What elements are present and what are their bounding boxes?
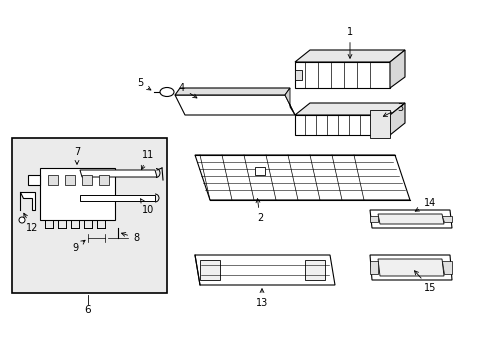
Text: 7: 7 [74, 147, 80, 164]
Text: 14: 14 [414, 198, 435, 211]
Polygon shape [200, 260, 220, 280]
Polygon shape [20, 192, 35, 210]
FancyBboxPatch shape [12, 138, 167, 293]
Polygon shape [175, 88, 289, 95]
Polygon shape [294, 70, 302, 80]
Polygon shape [294, 62, 389, 88]
Polygon shape [80, 195, 155, 201]
Text: 11: 11 [141, 150, 154, 170]
Text: 12: 12 [24, 213, 38, 233]
Polygon shape [65, 175, 75, 185]
Polygon shape [369, 261, 377, 274]
Polygon shape [377, 214, 443, 224]
Polygon shape [389, 50, 404, 88]
Text: 8: 8 [122, 233, 139, 243]
Polygon shape [40, 168, 115, 220]
Polygon shape [369, 110, 389, 138]
Polygon shape [369, 216, 377, 222]
Text: 2: 2 [256, 199, 263, 223]
Polygon shape [48, 175, 58, 185]
Text: 5: 5 [137, 78, 151, 90]
Polygon shape [369, 210, 451, 228]
Polygon shape [80, 170, 157, 177]
Polygon shape [369, 255, 451, 280]
Text: 13: 13 [255, 289, 267, 308]
Polygon shape [441, 216, 451, 222]
Text: 3: 3 [383, 103, 402, 116]
Polygon shape [377, 259, 443, 276]
Text: 1: 1 [346, 27, 352, 58]
Ellipse shape [160, 87, 174, 96]
Polygon shape [254, 167, 264, 175]
Text: 10: 10 [140, 199, 154, 215]
Polygon shape [305, 260, 325, 280]
Polygon shape [82, 175, 92, 185]
Text: 6: 6 [84, 305, 91, 315]
Text: 15: 15 [414, 271, 435, 293]
Polygon shape [195, 255, 334, 285]
Polygon shape [294, 115, 389, 135]
Polygon shape [28, 175, 40, 185]
Polygon shape [389, 103, 404, 135]
Text: 4: 4 [179, 83, 197, 98]
Polygon shape [195, 155, 409, 200]
Polygon shape [175, 95, 294, 115]
Polygon shape [441, 261, 451, 274]
Text: 9: 9 [72, 240, 85, 253]
Polygon shape [294, 50, 404, 62]
Polygon shape [285, 88, 294, 115]
Circle shape [19, 217, 25, 223]
Polygon shape [294, 103, 404, 115]
Polygon shape [99, 175, 109, 185]
